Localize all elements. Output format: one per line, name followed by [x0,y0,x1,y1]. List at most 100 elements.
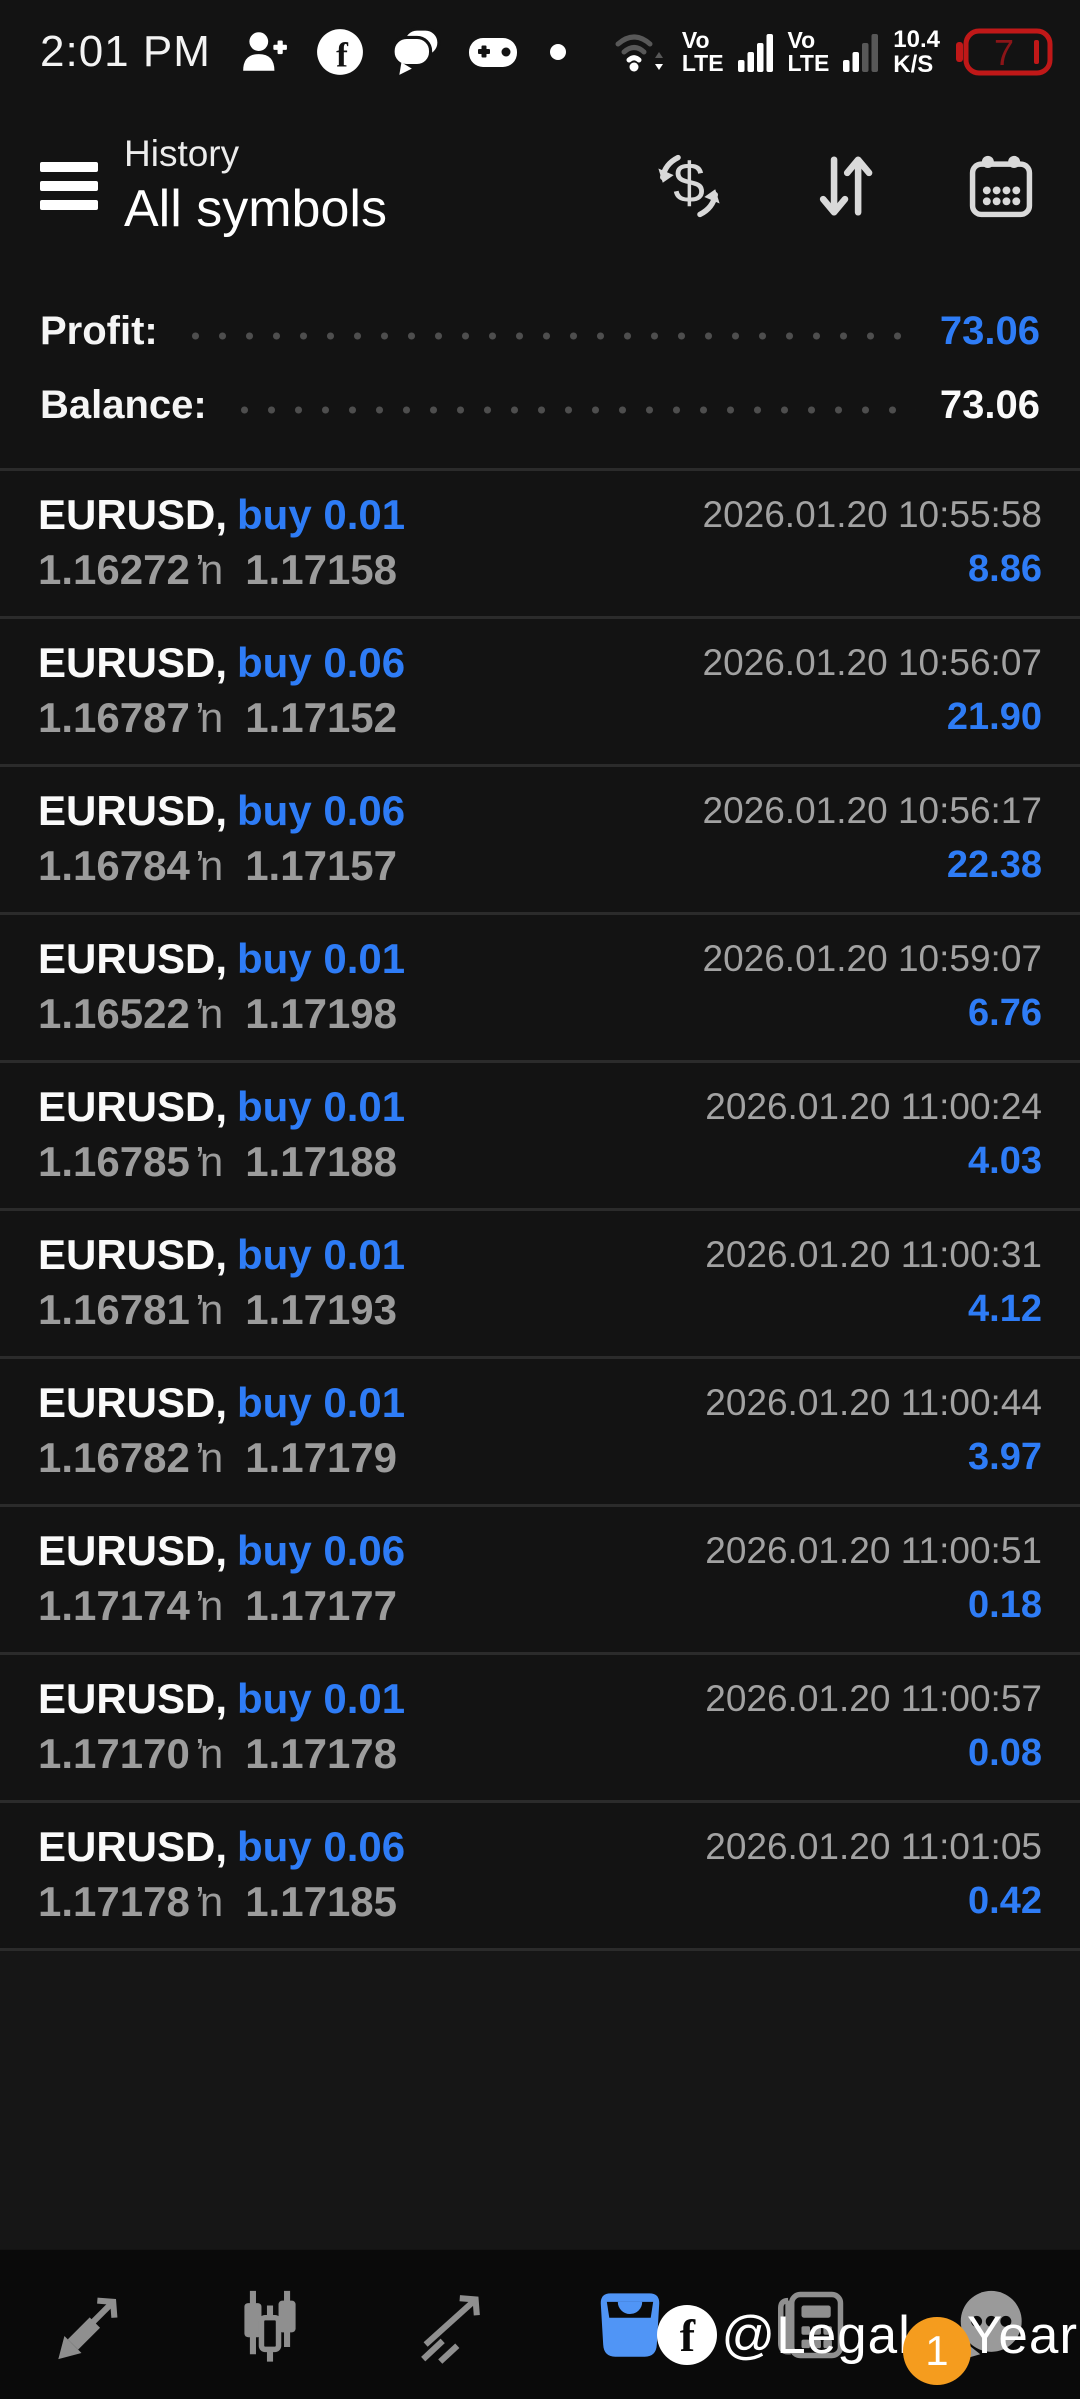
trade-datetime: 2026.01.20 11:00:24 [705,1086,1042,1127]
nav-item-chat[interactable] [900,2250,1080,2399]
trade-row[interactable]: EURUSD, buy 0.01 1.16782 ŉ 1.17179 2026.01.… [0,1359,1080,1507]
trade-row[interactable]: EURUSD, buy 0.01 1.16785 ŉ 1.17188 2026.01.… [0,1063,1080,1211]
trade-open-price: 1.16272 [38,546,190,593]
status-time: 2:01 PM [40,27,211,76]
trade-close-price: 1.17158 [245,546,398,593]
trade-symbol: EURUSD, [38,491,228,538]
trade-profit: 0.42 [968,1880,1042,1922]
facebook-icon: f [316,29,363,75]
history-icon-active [600,2292,660,2357]
trade-row[interactable]: EURUSD, buy 0.06 1.16784 ŉ 1.17157 2026.01.… [0,767,1080,915]
calendar-icon [969,155,1033,218]
trade-symbol: EURUSD, [38,1083,228,1130]
status-bar: 2:01 PM f [0,0,1080,104]
trade-open-price: 1.16785 [38,1138,190,1185]
svg-text:f: f [336,35,349,75]
sort-button[interactable] [810,151,880,221]
trade-row[interactable]: EURUSD, buy 0.01 1.16272 ŉ 1.17158 2026.01.… [0,471,1080,619]
trade-open-price: 1.16522 [38,990,190,1037]
nav-item-charts[interactable] [180,2250,360,2399]
bottom-navigation [0,2250,1080,2399]
volte-badge-secondary: Vo LTE [787,27,830,76]
trade-row[interactable]: EURUSD, buy 0.01 1.16781 ŉ 1.17193 2026.01.… [0,1211,1080,1359]
trade-side-volume: buy 0.06 [237,1527,406,1574]
trade-datetime: 2026.01.20 11:00:44 [705,1382,1042,1423]
volte-badge-primary: Vo LTE [681,27,724,76]
trade-side-volume: buy 0.01 [237,1675,406,1722]
svg-text:$: $ [673,152,705,215]
network-speed: 10.4 K/S [893,26,940,78]
trade-icon [421,2294,480,2364]
trade-profit: 3.97 [968,1436,1042,1478]
trade-side-volume: buy 0.01 [237,935,406,982]
symbols-filter-label: All symbols [124,180,387,238]
price-separator: ŉ [197,1878,224,1925]
trade-datetime: 2026.01.20 10:55:58 [702,494,1043,535]
page-title-block: History All symbols [124,133,387,239]
trade-close-price: 1.17177 [245,1582,398,1629]
trade-symbol: EURUSD, [38,1527,228,1574]
trade-side-volume: buy 0.01 [237,491,406,538]
trade-side-volume: buy 0.01 [237,1231,406,1278]
trade-profit: 0.08 [968,1732,1042,1774]
trade-close-price: 1.17188 [245,1138,398,1185]
nav-item-trade[interactable] [360,2250,540,2399]
trade-side-volume: buy 0.06 [237,1823,406,1870]
trade-open-price: 1.16787 [38,694,190,741]
trade-close-price: 1.17193 [245,1286,398,1333]
nav-item-history[interactable] [540,2250,720,2399]
profit-row: Profit: 73.06 [40,294,1040,368]
dotted-leader [181,332,916,340]
dotted-leader [230,406,916,414]
sort-icon [819,156,873,216]
chat-icon [960,2290,1022,2359]
trade-symbol: EURUSD, [38,935,228,982]
currency-deals-icon: $ [658,152,720,218]
nav-item-quotes[interactable] [0,2250,180,2399]
trade-datetime: 2026.01.20 11:00:57 [705,1678,1042,1719]
trade-close-price: 1.17179 [245,1434,398,1481]
price-separator: ŉ [197,842,224,889]
price-separator: ŉ [197,1730,224,1777]
wifi-icon [615,34,663,72]
trade-symbol: EURUSD, [38,639,228,686]
notification-icons: f [239,27,571,77]
trade-profit: 4.12 [968,1288,1042,1330]
trade-close-price: 1.17178 [245,1730,398,1777]
trade-close-price: 1.17152 [245,694,398,741]
trade-symbol: EURUSD, [38,1823,228,1870]
trade-close-price: 1.17185 [245,1878,398,1925]
trade-side-volume: buy 0.01 [237,1083,406,1130]
price-separator: ŉ [197,694,224,741]
trade-row[interactable]: EURUSD, buy 0.01 1.16522 ŉ 1.17198 2026.01.… [0,915,1080,1063]
nav-item-news[interactable] [720,2250,900,2399]
person-add-icon [243,32,287,71]
trade-row[interactable]: EURUSD, buy 0.01 1.17170 ŉ 1.17178 2026.01.… [0,1655,1080,1803]
trade-open-price: 1.16781 [38,1286,190,1333]
profit-label: Profit: [40,308,158,353]
battery-percent-text: 7 [994,32,1014,73]
trade-row[interactable]: EURUSD, buy 0.06 1.17174 ŉ 1.17177 2026.01.… [0,1507,1080,1655]
balance-value: 73.06 [939,382,1040,427]
trade-symbol: EURUSD, [38,1675,228,1722]
charts-icon [244,2290,296,2362]
price-separator: ŉ [197,1286,224,1333]
app-header: History All symbols $ [0,104,1080,276]
trade-side-volume: buy 0.01 [237,1379,406,1426]
battery-icon: 7 [956,28,1053,76]
trade-row[interactable]: EURUSD, buy 0.06 1.17178 ŉ 1.17185 2026.01.… [0,1803,1080,1951]
trade-profit: 4.03 [968,1140,1042,1182]
trade-symbol: EURUSD, [38,1379,228,1426]
calendar-button[interactable] [966,151,1036,221]
balance-label: Balance: [40,382,207,427]
profit-value: 73.06 [939,308,1040,353]
menu-button[interactable] [40,162,98,210]
currency-deals-button[interactable]: $ [654,151,724,221]
trade-profit: 22.38 [946,844,1042,886]
trade-symbol: EURUSD, [38,787,228,834]
balance-row: Balance: 73.06 [40,368,1040,442]
trade-profit: 8.86 [968,548,1042,590]
trade-row[interactable]: EURUSD, buy 0.06 1.16787 ŉ 1.17152 2026.01.… [0,619,1080,767]
trade-datetime: 2026.01.20 11:01:05 [705,1826,1042,1867]
price-separator: ŉ [197,1434,224,1481]
